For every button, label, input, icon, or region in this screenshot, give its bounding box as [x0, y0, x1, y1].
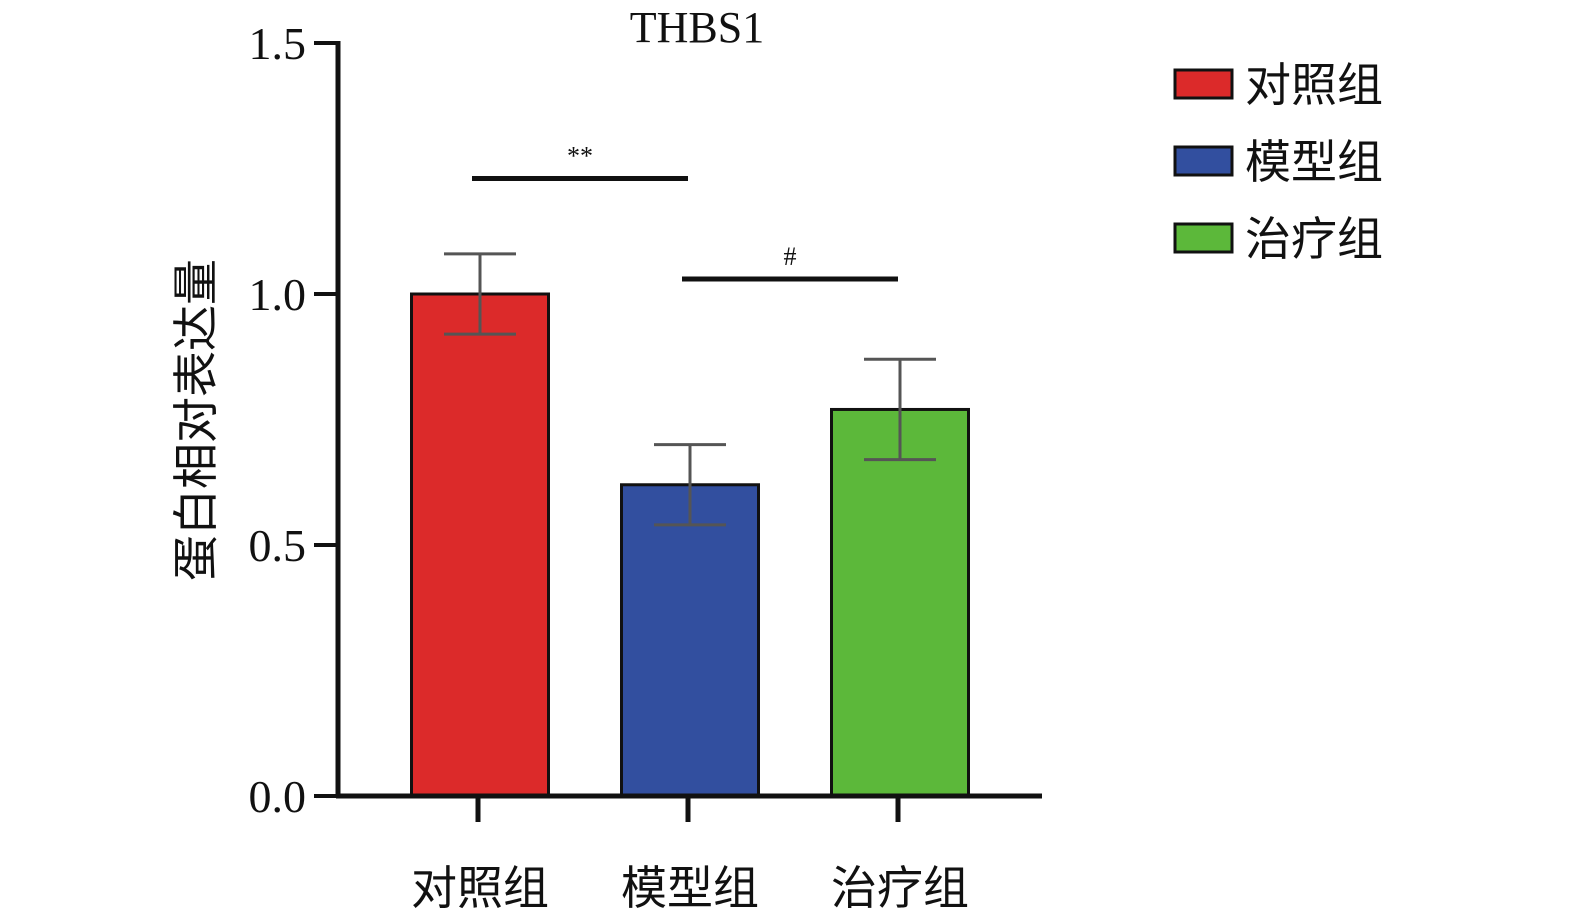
- y-tick-label: 0.5: [249, 520, 307, 571]
- bar-1: [620, 483, 760, 798]
- legend-label: 对照组: [1245, 58, 1383, 112]
- y-axis-label: 蛋白相对表达量: [169, 259, 223, 581]
- x-tick-label: 对照组: [411, 861, 549, 915]
- legend-label: 模型组: [1245, 135, 1383, 189]
- bar-2: [830, 407, 970, 798]
- y-tick-label: 1.0: [249, 269, 307, 320]
- y-tick-label: 0.0: [249, 771, 307, 822]
- legend-swatch: [1173, 222, 1234, 254]
- legend-swatch: [1173, 145, 1234, 177]
- chart-title: THBS1: [630, 3, 764, 52]
- x-tick-label: 治疗组: [831, 861, 969, 915]
- legend-label: 治疗组: [1245, 212, 1383, 266]
- y-tick-label: 1.5: [249, 18, 307, 69]
- significance-label: #: [784, 242, 797, 271]
- bar-0: [410, 292, 550, 798]
- x-tick-label: 模型组: [621, 861, 759, 915]
- legend-swatch: [1173, 68, 1234, 100]
- significance-label: **: [567, 142, 593, 171]
